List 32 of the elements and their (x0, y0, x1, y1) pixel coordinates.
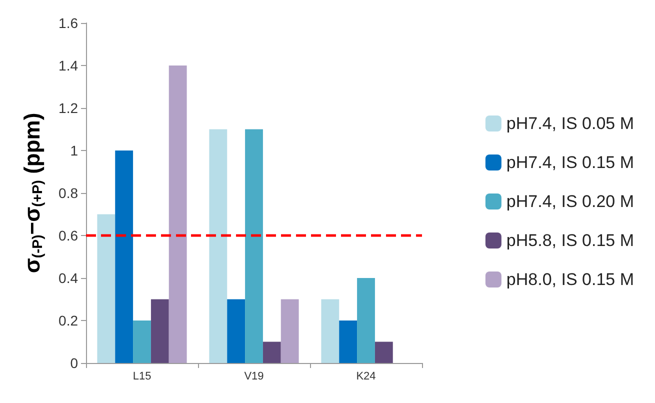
y-tick-label: 0.6 (58, 228, 78, 244)
y-tick-label: 0.8 (58, 185, 78, 201)
x-tick-label: L15 (132, 370, 152, 382)
y-tick-label: 0.2 (58, 312, 78, 328)
y-tick-label: 0.4 (58, 270, 78, 286)
bar (115, 150, 134, 363)
legend-label: pH7.4, IS 0.15 M (506, 153, 634, 172)
bar (227, 299, 246, 363)
bar (168, 66, 187, 363)
bar (321, 299, 340, 363)
bar (374, 342, 393, 363)
bar (280, 299, 299, 363)
bar (245, 129, 263, 363)
y-tick-label: 1 (70, 142, 78, 158)
bar (209, 129, 228, 363)
legend-label: pH8.0, IS 0.15 M (506, 270, 634, 289)
y-axis-title: σ(-P)−σ(+P) (ppm) (20, 112, 45, 274)
legend-label: pH7.4, IS 0.20 M (506, 192, 634, 211)
bar (357, 278, 375, 363)
bar (97, 214, 116, 363)
y-tick-label: 1.6 (58, 15, 78, 31)
legend-label: pH7.4, IS 0.05 M (506, 114, 634, 133)
bar (339, 320, 358, 363)
y-tick-label: 1.4 (58, 58, 78, 74)
y-tick-label: 1.2 (58, 100, 78, 116)
legend-label: pH5.8, IS 0.15 M (506, 231, 634, 250)
bar (262, 342, 281, 363)
bar (133, 320, 151, 363)
y-tick-label: 0 (70, 355, 78, 371)
x-tick-label: K24 (356, 370, 376, 382)
x-tick-label: V19 (244, 370, 264, 382)
bar (150, 299, 169, 363)
